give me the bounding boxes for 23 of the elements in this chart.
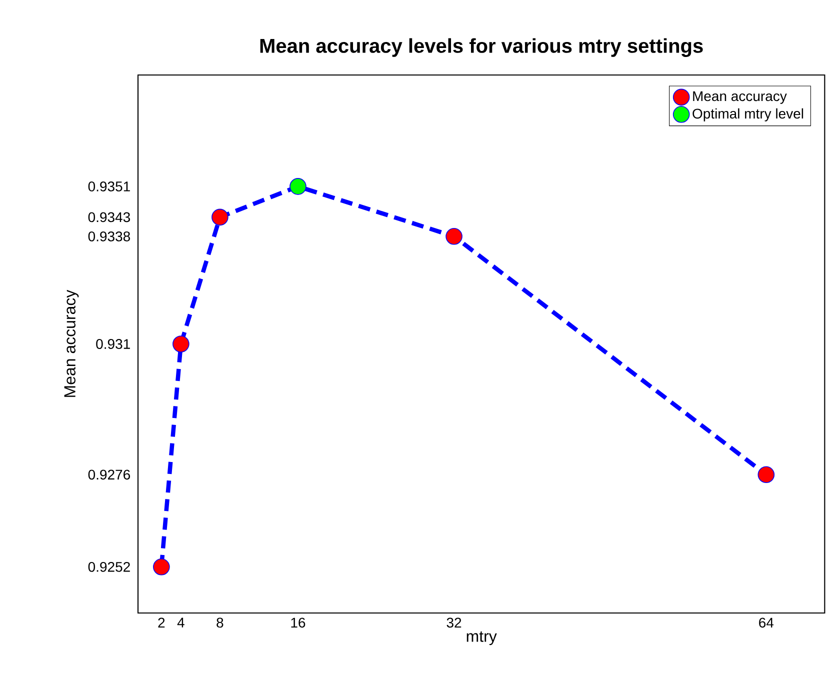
legend-label: Optimal mtry level xyxy=(692,108,804,122)
y-tick-label: 0.9276 xyxy=(88,470,130,480)
point xyxy=(172,336,190,352)
y-axis-title: Mean accuracy xyxy=(64,290,79,397)
chart-title: Mean accuracy levels for various mtry settings xyxy=(260,38,703,57)
y-tick-label: 0.9343 xyxy=(88,212,130,222)
y-tick-label: 0.9252 xyxy=(88,562,130,572)
x-tick-label: 8 xyxy=(216,618,224,628)
x-tick-label: 2 xyxy=(158,618,165,628)
point xyxy=(290,178,306,195)
y-tick-label: 0.9351 xyxy=(88,181,130,192)
point xyxy=(758,466,775,484)
legend-label: Mean accuracy xyxy=(693,91,787,104)
y-tick-label: 0.9338 xyxy=(88,231,130,242)
point xyxy=(153,558,170,576)
x-axis-title: mtry xyxy=(466,631,497,646)
x-tick-label: 64 xyxy=(759,618,774,628)
x-tick-label: 4 xyxy=(177,618,184,628)
x-tick-label: 16 xyxy=(291,618,306,628)
y-tick-label: 0.931 xyxy=(96,339,130,349)
point xyxy=(446,228,462,245)
x-tick-label: 32 xyxy=(446,618,462,628)
point xyxy=(212,208,228,226)
